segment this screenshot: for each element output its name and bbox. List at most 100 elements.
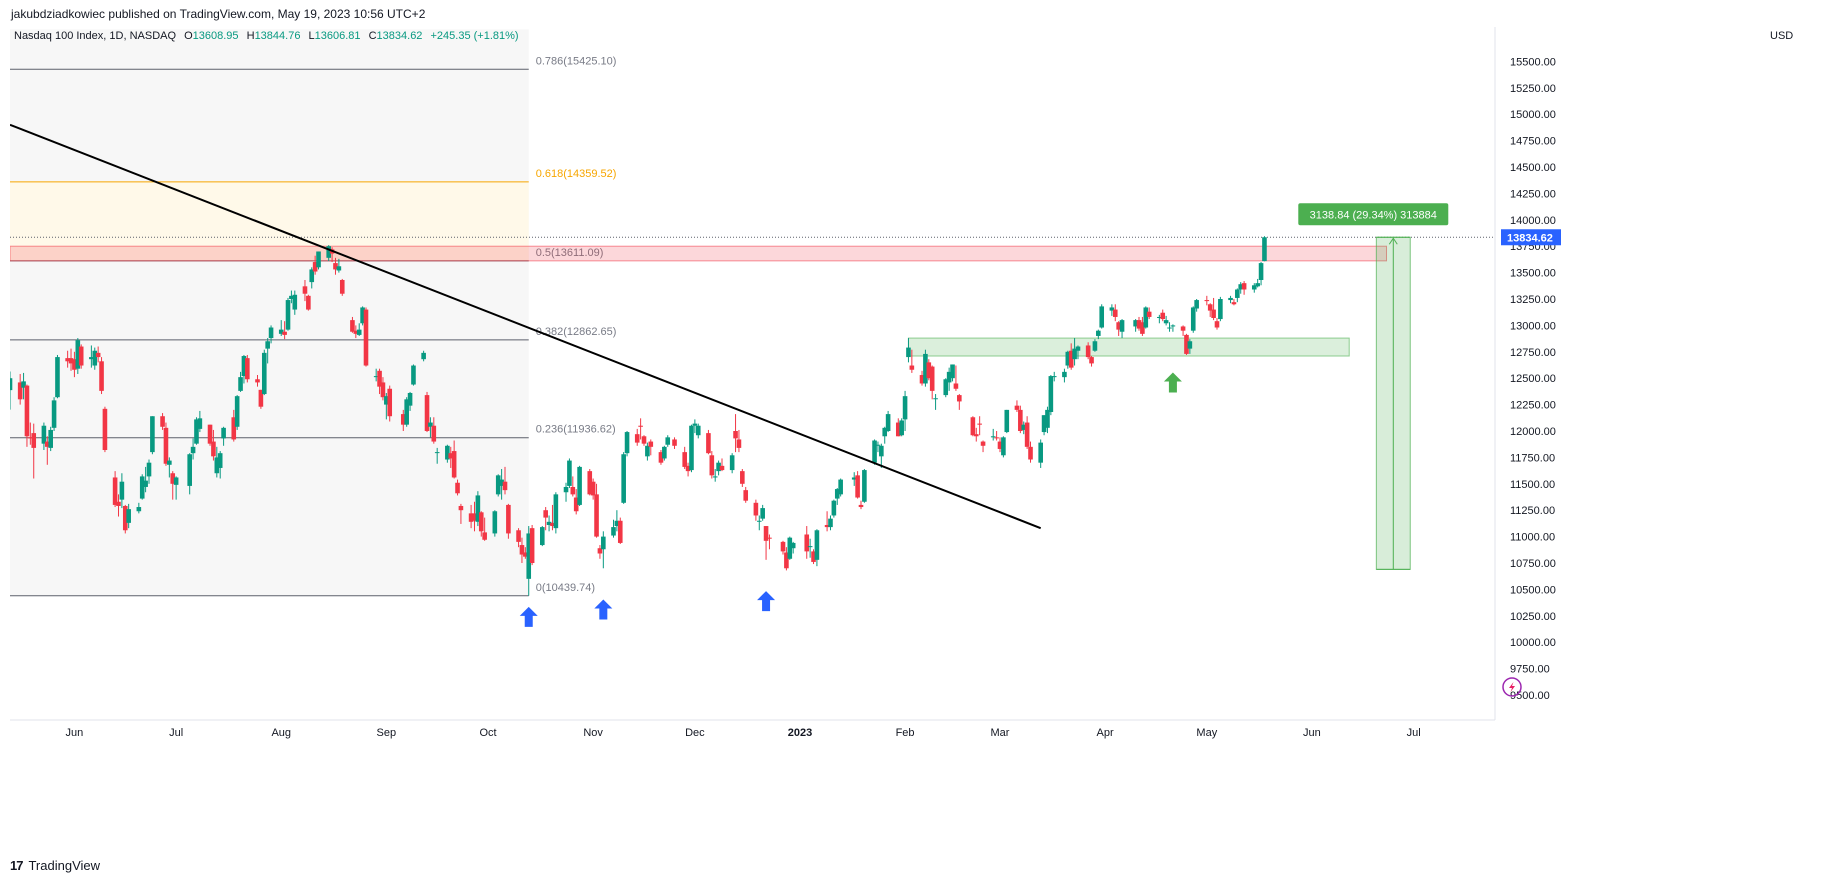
candle-body xyxy=(1041,415,1047,433)
candle-body xyxy=(146,462,152,477)
candle-body xyxy=(499,479,504,486)
candle-body xyxy=(339,279,345,294)
candle-body xyxy=(7,378,13,391)
candle-body xyxy=(122,505,128,531)
candle-body xyxy=(136,507,142,512)
candle-body xyxy=(997,441,1003,449)
candle-body xyxy=(943,379,949,396)
zones-layer[interactable] xyxy=(9,236,1495,357)
candle-body xyxy=(1214,321,1220,328)
candle-body xyxy=(1157,316,1162,319)
fibonacci-retracement[interactable]: 0.786(15425.10) 0.618(14359.52) 0.5(13611.… xyxy=(10,29,617,597)
price-tick-label: 15000.00 xyxy=(1510,109,1556,121)
candle-body xyxy=(994,437,999,439)
candle-body xyxy=(780,541,786,552)
svg-text:Nasdaq 100 Index, 1D, NASDAQ: Nasdaq 100 Index, 1D, NASDAQ O13608.95 H… xyxy=(14,30,519,42)
arrow-up-icon[interactable] xyxy=(1163,372,1182,393)
candle-body xyxy=(387,388,393,417)
candle-body xyxy=(682,452,687,467)
time-tick-label: Apr xyxy=(1097,727,1114,739)
candle-body xyxy=(1184,334,1189,354)
measure-label: 3138.84 (29.34%) 313884 xyxy=(1310,209,1437,221)
measure-tool[interactable]: 3138.84 (29.34%) 313884 xyxy=(1298,203,1449,570)
close-value: 13834.62 xyxy=(377,30,423,42)
measure-arrow-head xyxy=(1388,237,1398,245)
low-value: 13606.81 xyxy=(315,30,361,42)
price-tick-label: 11750.00 xyxy=(1510,452,1555,464)
arrow-up-icon[interactable] xyxy=(757,591,776,612)
candle-body xyxy=(719,465,725,471)
candle-body xyxy=(1133,320,1138,327)
candle-body xyxy=(411,365,416,385)
time-tick-label: Jul xyxy=(1407,727,1421,739)
candle-body xyxy=(1099,306,1105,328)
candle-body xyxy=(1235,289,1240,298)
footer-branding: 17 TradingView xyxy=(10,858,100,873)
candle-body xyxy=(102,408,108,451)
candle-body xyxy=(634,434,640,443)
candle-body xyxy=(740,471,745,484)
price-tick-label: 12250.00 xyxy=(1510,400,1556,412)
candle-body xyxy=(990,436,996,438)
candle-body xyxy=(421,352,426,360)
candle-body xyxy=(167,460,172,465)
arrow-up-icon[interactable] xyxy=(594,599,613,620)
candle-body xyxy=(150,416,155,453)
candle-body xyxy=(665,437,671,445)
candle-body xyxy=(709,455,715,476)
candle-body xyxy=(590,481,596,496)
candle-body xyxy=(570,486,576,495)
trendline[interactable] xyxy=(9,123,1042,530)
resistance-zone[interactable] xyxy=(9,245,1388,262)
candle-body xyxy=(302,286,308,294)
candle-body xyxy=(563,486,569,493)
candle-body xyxy=(373,376,379,378)
candle-body xyxy=(1068,350,1074,368)
candle-body xyxy=(862,470,867,502)
candle-body xyxy=(173,477,179,485)
candle-body xyxy=(234,396,240,427)
chart-area[interactable]: 0.786(15425.10) 0.618(14359.52) 0.5(13611.… xyxy=(7,27,1834,847)
candle-body xyxy=(906,347,911,358)
fib-level-label: 0.5(13611.09) xyxy=(536,247,604,259)
candle-body xyxy=(99,361,104,391)
candle-body xyxy=(333,263,338,270)
candle-body xyxy=(597,548,603,554)
candle-body xyxy=(899,420,904,436)
candle-body xyxy=(163,427,169,464)
price-tick-label: 10000.00 xyxy=(1510,637,1556,649)
arrows-layer[interactable] xyxy=(519,372,1182,627)
candle-body xyxy=(289,295,294,299)
candle-body xyxy=(1085,345,1091,358)
candle-body xyxy=(953,383,959,389)
candle-body xyxy=(1228,297,1233,301)
price-tick-label: 10250.00 xyxy=(1510,611,1556,623)
arrow-up-icon[interactable] xyxy=(519,606,538,627)
candle-body xyxy=(1187,341,1193,349)
measure-label-box xyxy=(1298,203,1449,226)
candle-body xyxy=(245,358,250,380)
time-tick-label: Aug xyxy=(271,727,291,739)
candle-body xyxy=(400,414,406,425)
trendline-layer[interactable] xyxy=(9,123,1042,530)
lightning-icon[interactable] xyxy=(1502,677,1522,697)
candle-body xyxy=(139,476,145,499)
price-tick-label: 11500.00 xyxy=(1510,479,1555,491)
change-value: +245.35 (+1.81%) xyxy=(431,30,519,42)
candle-body xyxy=(282,331,287,335)
candle-body xyxy=(326,246,331,258)
fib-level-label: 0.786(15425.10) xyxy=(536,55,617,67)
candle-body xyxy=(261,352,267,395)
candle-body xyxy=(933,398,938,400)
candle-body xyxy=(126,509,131,523)
candle-body xyxy=(217,453,223,468)
support-zone[interactable] xyxy=(907,337,1350,357)
candle-body xyxy=(1258,263,1264,280)
candle-body xyxy=(692,423,698,426)
candle-body xyxy=(811,551,816,562)
candle-body xyxy=(1136,320,1142,329)
candle-body xyxy=(695,425,701,436)
candlestick-chart[interactable]: 0.786(15425.10) 0.618(14359.52) 0.5(13611.… xyxy=(7,27,1834,847)
candle-body xyxy=(187,454,192,486)
price-tick-label: 9750.00 xyxy=(1510,664,1550,676)
